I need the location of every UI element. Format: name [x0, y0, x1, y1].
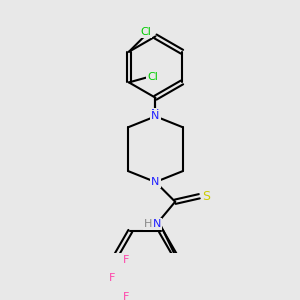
Text: N: N: [151, 177, 160, 187]
Text: S: S: [202, 190, 210, 203]
Text: N: N: [151, 109, 160, 119]
Text: H: H: [144, 219, 152, 229]
Text: F: F: [123, 255, 129, 265]
Text: F: F: [109, 272, 115, 283]
Text: F: F: [123, 292, 129, 300]
Text: N: N: [152, 219, 161, 229]
Text: Cl: Cl: [148, 72, 158, 82]
Text: N: N: [151, 111, 160, 121]
Text: Cl: Cl: [140, 27, 151, 37]
